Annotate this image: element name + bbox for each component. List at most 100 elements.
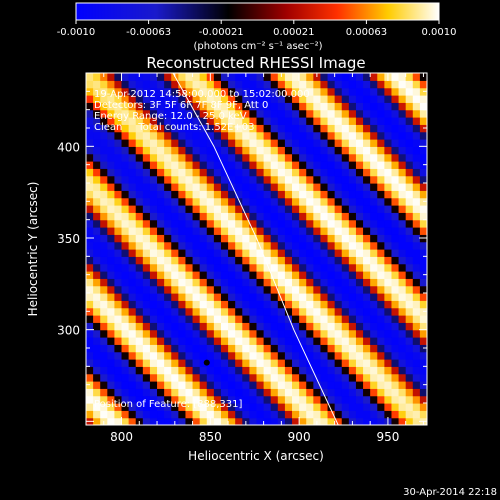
heatmap-cell [157,256,165,265]
heatmap-cell [149,300,158,309]
heatmap-cell [157,249,165,257]
heatmap-cell [377,109,385,118]
heatmap-cell [206,131,215,140]
heatmap-cell [398,146,407,155]
heatmap-cell [157,175,165,184]
heatmap-cell [284,241,293,250]
heatmap-cell [100,80,108,89]
heatmap-cell [412,168,421,177]
heatmap-cell [220,73,229,81]
heatmap-cell [114,263,123,272]
heatmap-cell [363,263,371,272]
heatmap-cell [100,175,108,184]
heatmap-cell [157,117,165,125]
heatmap-cell [270,241,279,250]
heatmap-cell [355,263,364,272]
heatmap-cell [327,234,336,243]
heatmap-cell [355,87,364,96]
heatmap-cell [419,388,427,397]
heatmap-cell [149,278,158,287]
heatmap-cell [171,95,179,103]
heatmap-cell [135,249,144,257]
heatmap-cell [384,285,393,294]
heatmap-cell [284,175,293,184]
heatmap-cell [384,351,393,360]
heatmap-cell [284,161,293,169]
heatmap-cell [242,234,250,243]
heatmap-cell [270,263,279,272]
heatmap-cell [270,168,279,177]
heatmap-cell [370,205,378,213]
heatmap-cell [391,241,400,250]
heatmap-cell [277,102,286,111]
heatmap-cell [306,351,314,360]
heatmap-cell [149,153,158,162]
heatmap-cell [355,337,364,345]
heatmap-cell [284,271,293,279]
heatmap-cell [327,373,336,382]
heatmap-cell [327,95,336,103]
heatmap-cell [249,80,258,89]
heatmap-cell [107,80,116,89]
heatmap-cell [107,366,116,375]
heatmap-cell [228,95,236,103]
heatmap-cell [348,271,357,279]
heatmap-cell [355,80,364,89]
heatmap-cell [93,117,101,125]
heatmap-cell [242,359,250,367]
heatmap-cell [114,124,123,133]
heatmap-cell [86,388,94,397]
heatmap-cell [313,410,322,419]
heatmap-cell [242,227,250,235]
colorbar-tick-2: -0.00021 [199,27,244,38]
heatmap-cell [206,219,215,228]
heatmap-cell [86,95,94,103]
heatmap-cell [192,300,201,309]
heatmap-cell [355,102,364,111]
heatmap-cell [100,263,108,272]
heatmap-cell [384,249,393,257]
heatmap-cell [114,168,123,177]
heatmap-cell [348,95,357,103]
heatmap-cell [327,139,336,147]
heatmap-cell [341,263,350,272]
heatmap-cell [142,307,151,316]
heatmap-cell [348,109,357,118]
heatmap-cell [363,168,371,177]
heatmap-cell [100,256,108,265]
heatmap-cell [121,124,130,133]
heatmap-cell [164,322,172,331]
heatmap-cell [114,293,123,301]
heatmap-cell [377,161,385,169]
heatmap-cell [284,337,293,345]
heatmap-cell [341,278,350,287]
heatmap-cell [256,139,265,147]
heatmap-cell [185,146,194,155]
heatmap-cell [107,329,116,338]
heatmap-cell [355,329,364,338]
heatmap-cell [327,359,336,367]
heatmap-cell [306,329,314,338]
heatmap-cell [164,109,172,118]
heatmap-cell [391,410,400,419]
heatmap-cell [398,256,407,265]
heatmap-cell [327,322,336,331]
heatmap-cell [121,373,130,382]
heatmap-cell [220,227,229,235]
heatmap-cell [128,161,137,169]
heatmap-cell [107,190,116,199]
heatmap-cell [185,410,194,419]
heatmap-cell [306,175,314,184]
heatmap-cell [284,205,293,213]
heatmap-cell [228,80,236,89]
heatmap-cell [370,395,378,404]
heatmap-cell [114,175,123,184]
heatmap-cell [327,131,336,140]
heatmap-cell [306,300,314,309]
heatmap-cell [93,190,101,199]
heatmap-cell [206,241,215,250]
heatmap-cell [348,131,357,140]
heatmap-cell [405,95,414,103]
heatmap-cell [149,293,158,301]
heatmap-cell [199,359,208,367]
